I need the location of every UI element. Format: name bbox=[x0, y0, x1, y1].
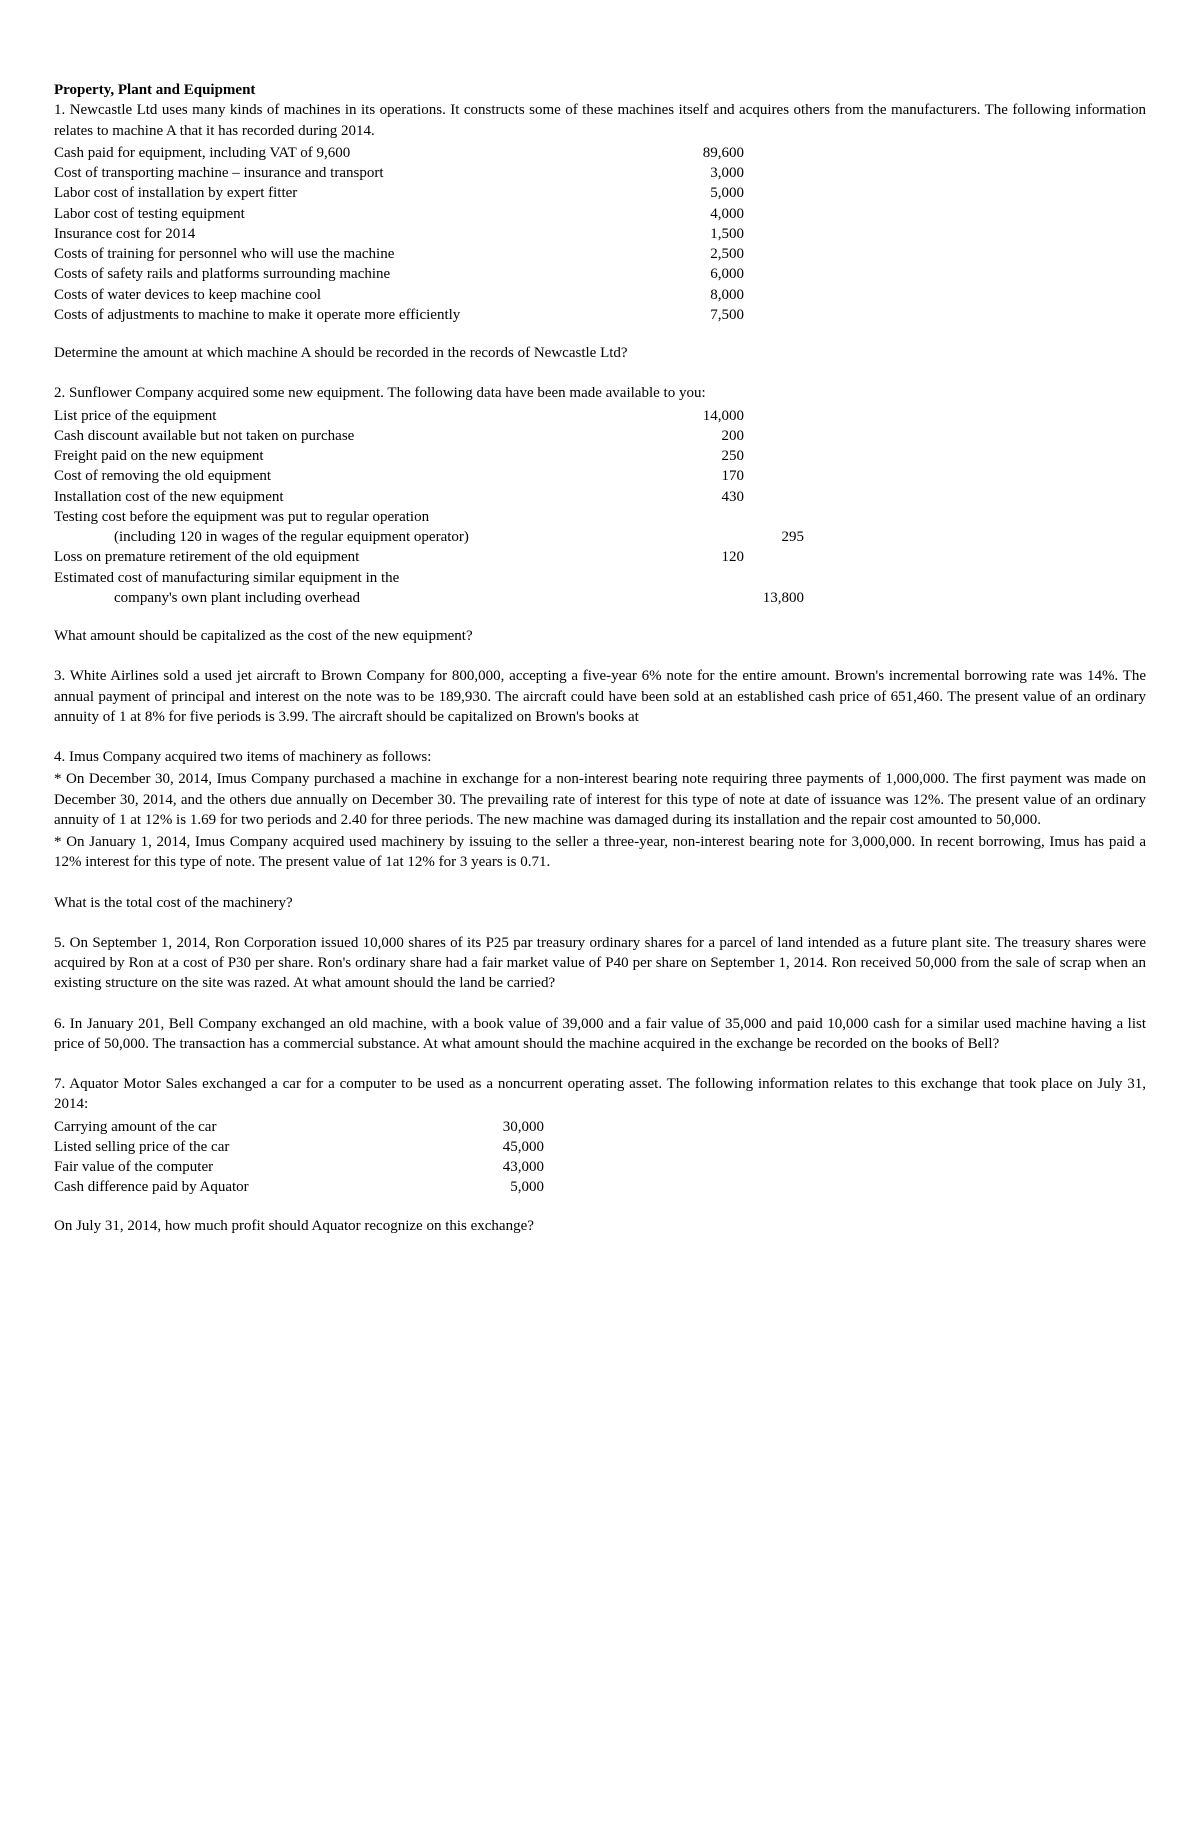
row-value: 45,000 bbox=[434, 1137, 544, 1157]
table-row: Labor cost of testing equipment4,000 bbox=[54, 204, 1146, 224]
q4-bullet-1: * On December 30, 2014, Imus Company pur… bbox=[54, 769, 1146, 830]
row-value: 89,600 bbox=[634, 143, 744, 163]
table-row: Testing cost before the equipment was pu… bbox=[54, 507, 1146, 527]
row-value: 430 bbox=[634, 487, 744, 507]
q6-text: 6. In January 201, Bell Company exchange… bbox=[54, 1014, 1146, 1055]
table-row: Costs of adjustments to machine to make … bbox=[54, 305, 1146, 325]
page-title: Property, Plant and Equipment bbox=[54, 80, 1146, 100]
row-label: Cost of removing the old equipment bbox=[54, 466, 634, 486]
row-value: 4,000 bbox=[634, 204, 744, 224]
table-row: Costs of water devices to keep machine c… bbox=[54, 285, 1146, 305]
q3-text: 3. White Airlines sold a used jet aircra… bbox=[54, 666, 1146, 727]
row-label: Insurance cost for 2014 bbox=[54, 224, 634, 244]
row-label: Installation cost of the new equipment bbox=[54, 487, 634, 507]
row-label: (including 120 in wages of the regular e… bbox=[54, 527, 694, 547]
row-label: Costs of water devices to keep machine c… bbox=[54, 285, 634, 305]
row-value: 295 bbox=[694, 527, 804, 547]
table-row: Installation cost of the new equipment43… bbox=[54, 487, 1146, 507]
row-value: 13,800 bbox=[694, 588, 804, 608]
row-value bbox=[634, 507, 744, 527]
row-value: 120 bbox=[634, 547, 744, 567]
row-label: Loss on premature retirement of the old … bbox=[54, 547, 634, 567]
table-row: Fair value of the computer43,000 bbox=[54, 1157, 1146, 1177]
table-row: Cash paid for equipment, including VAT o… bbox=[54, 143, 1146, 163]
row-value: 14,000 bbox=[634, 406, 744, 426]
q2-question: What amount should be capitalized as the… bbox=[54, 626, 1146, 646]
q4-intro: 4. Imus Company acquired two items of ma… bbox=[54, 747, 1146, 767]
q4-question: What is the total cost of the machinery? bbox=[54, 893, 1146, 913]
q4-bullet-2: * On January 1, 2014, Imus Company acqui… bbox=[54, 832, 1146, 873]
row-label: List price of the equipment bbox=[54, 406, 634, 426]
table-row: Costs of safety rails and platforms surr… bbox=[54, 264, 1146, 284]
table-row: Cost of removing the old equipment170 bbox=[54, 466, 1146, 486]
row-value: 2,500 bbox=[634, 244, 744, 264]
row-label: Labor cost of testing equipment bbox=[54, 204, 634, 224]
row-value: 200 bbox=[634, 426, 744, 446]
row-value: 1,500 bbox=[634, 224, 744, 244]
q7-table: Carrying amount of the car30,000Listed s… bbox=[54, 1117, 1146, 1198]
q7-question: On July 31, 2014, how much profit should… bbox=[54, 1216, 1146, 1236]
table-row: company's own plant including overhead13… bbox=[54, 588, 1146, 608]
row-label: Cash difference paid by Aquator bbox=[54, 1177, 434, 1197]
table-row: Estimated cost of manufacturing similar … bbox=[54, 568, 1146, 588]
row-label: Freight paid on the new equipment bbox=[54, 446, 634, 466]
row-value: 170 bbox=[634, 466, 744, 486]
row-label: Cash paid for equipment, including VAT o… bbox=[54, 143, 634, 163]
row-label: Estimated cost of manufacturing similar … bbox=[54, 568, 634, 588]
q2-intro: 2. Sunflower Company acquired some new e… bbox=[54, 383, 1146, 403]
row-value: 7,500 bbox=[634, 305, 744, 325]
table-row: Loss on premature retirement of the old … bbox=[54, 547, 1146, 567]
row-value: 5,000 bbox=[434, 1177, 544, 1197]
q1-question: Determine the amount at which machine A … bbox=[54, 343, 1146, 363]
table-row: Carrying amount of the car30,000 bbox=[54, 1117, 1146, 1137]
row-value bbox=[634, 568, 744, 588]
q5-text: 5. On September 1, 2014, Ron Corporation… bbox=[54, 933, 1146, 994]
table-row: Cost of transporting machine – insurance… bbox=[54, 163, 1146, 183]
q1-table: Cash paid for equipment, including VAT o… bbox=[54, 143, 1146, 325]
row-label: Testing cost before the equipment was pu… bbox=[54, 507, 634, 527]
row-label: Costs of adjustments to machine to make … bbox=[54, 305, 634, 325]
table-row: Labor cost of installation by expert fit… bbox=[54, 183, 1146, 203]
table-row: (including 120 in wages of the regular e… bbox=[54, 527, 1146, 547]
row-value: 6,000 bbox=[634, 264, 744, 284]
row-value: 250 bbox=[634, 446, 744, 466]
q2-table: List price of the equipment14,000Cash di… bbox=[54, 406, 1146, 609]
row-value: 5,000 bbox=[634, 183, 744, 203]
row-label: Costs of training for personnel who will… bbox=[54, 244, 634, 264]
table-row: Costs of training for personnel who will… bbox=[54, 244, 1146, 264]
row-value: 3,000 bbox=[634, 163, 744, 183]
table-row: Insurance cost for 20141,500 bbox=[54, 224, 1146, 244]
row-label: Listed selling price of the car bbox=[54, 1137, 434, 1157]
row-label: Fair value of the computer bbox=[54, 1157, 434, 1177]
row-label: Costs of safety rails and platforms surr… bbox=[54, 264, 634, 284]
table-row: Cash difference paid by Aquator5,000 bbox=[54, 1177, 1146, 1197]
table-row: List price of the equipment14,000 bbox=[54, 406, 1146, 426]
row-value: 30,000 bbox=[434, 1117, 544, 1137]
table-row: Listed selling price of the car45,000 bbox=[54, 1137, 1146, 1157]
row-label: company's own plant including overhead bbox=[54, 588, 694, 608]
q1-intro: 1. Newcastle Ltd uses many kinds of mach… bbox=[54, 100, 1146, 141]
row-label: Cash discount available but not taken on… bbox=[54, 426, 634, 446]
row-value: 8,000 bbox=[634, 285, 744, 305]
row-label: Cost of transporting machine – insurance… bbox=[54, 163, 634, 183]
q7-intro: 7. Aquator Motor Sales exchanged a car f… bbox=[54, 1074, 1146, 1115]
table-row: Freight paid on the new equipment250 bbox=[54, 446, 1146, 466]
row-label: Carrying amount of the car bbox=[54, 1117, 434, 1137]
row-label: Labor cost of installation by expert fit… bbox=[54, 183, 634, 203]
row-value: 43,000 bbox=[434, 1157, 544, 1177]
table-row: Cash discount available but not taken on… bbox=[54, 426, 1146, 446]
